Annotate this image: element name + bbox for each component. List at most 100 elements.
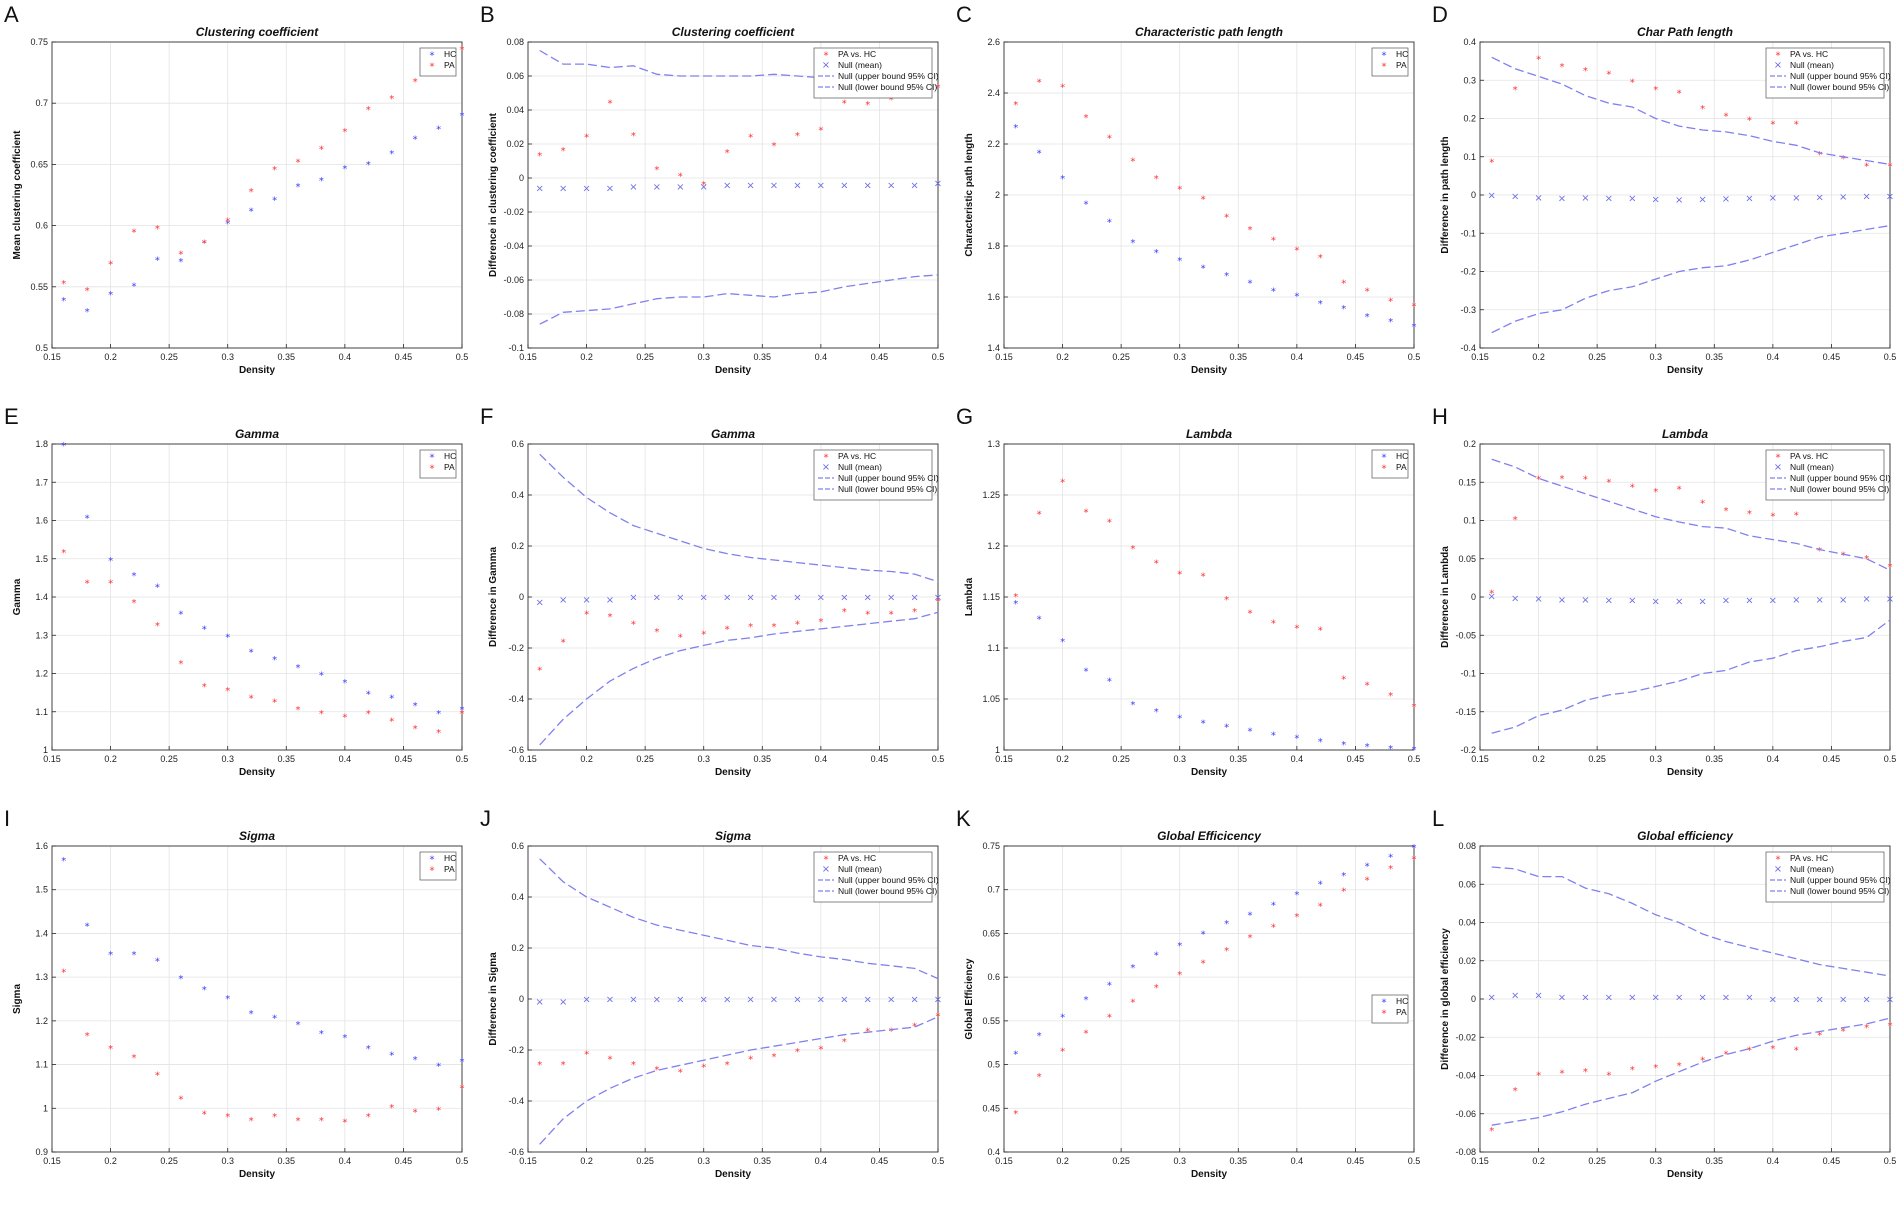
y-tick-label: 0.4 <box>511 892 524 902</box>
data-point-pa: * <box>1747 1046 1752 1057</box>
data-point-nullmean: × <box>1534 193 1542 204</box>
data-point-hc: * <box>1107 980 1112 991</box>
data-point-pa: * <box>1630 77 1635 88</box>
x-tick-label: 0.25 <box>160 1156 178 1166</box>
data-point-nullmean: × <box>536 598 544 609</box>
y-tick-label: -0.2 <box>1460 745 1476 755</box>
panel-letter: D <box>1432 2 1448 27</box>
data-point-pa: * <box>748 1055 753 1066</box>
data-point-pa: * <box>178 250 183 261</box>
chart-j: J Sigma 0.15 0.2 0.25 0.3 0.35 0.4 0.45 0.5 -0.6 -0… <box>480 806 944 1180</box>
y-axis-label: Mean clustering coefficient <box>12 130 23 260</box>
data-point-pa: * <box>1130 544 1135 555</box>
legend-entry: Null (lower bound 95% CI) <box>1790 886 1889 896</box>
data-point-pa: * <box>1841 1027 1846 1038</box>
data-point-pa: * <box>1013 592 1018 603</box>
data-point-pa: * <box>1060 82 1065 93</box>
legend-entry: HC <box>1396 996 1408 1006</box>
x-tick-label: 0.45 <box>871 352 889 362</box>
y-tick-label: 0.2 <box>1463 114 1476 124</box>
y-tick-label: 1.2 <box>987 541 1000 551</box>
x-tick-label: 0.15 <box>519 754 537 764</box>
data-point-pa: * <box>108 579 113 590</box>
data-point-pa: * <box>701 1062 706 1073</box>
data-point-nullmean: × <box>1675 993 1683 1004</box>
data-point-pa: * <box>1653 487 1658 498</box>
y-tick-label: -0.02 <box>503 207 524 217</box>
data-point-pa: * <box>1341 675 1346 686</box>
y-tick-label: 0 <box>519 173 524 183</box>
data-point-pa: * <box>202 239 207 250</box>
x-tick-label: 0.35 <box>278 1156 296 1166</box>
data-point-pa: * <box>654 627 659 638</box>
chart-e: E Gamma 0.15 0.2 0.25 0.3 0.35 0.4 0.45 0.5 1 1.1 1.… <box>4 404 468 778</box>
panel-e: E Gamma 0.15 0.2 0.25 0.3 0.35 0.4 0.45 0.5 1 1.1 1.… <box>0 402 475 804</box>
y-tick-label: -0.04 <box>503 241 524 251</box>
data-point-pa: * <box>772 1052 777 1063</box>
y-tick-label: 1 <box>995 745 1000 755</box>
data-point-hc: * <box>132 281 137 292</box>
data-point-hc: * <box>1224 723 1229 734</box>
x-tick-label: 0.2 <box>580 754 593 764</box>
data-point-nullmean: × <box>1792 995 1800 1006</box>
data-point-hc: * <box>1060 637 1065 648</box>
data-point-pa: * <box>748 622 753 633</box>
legend-box <box>813 47 933 99</box>
data-point-nullmean: × <box>1792 193 1800 204</box>
data-point-nullmean: × <box>606 995 614 1006</box>
data-point-pa: * <box>608 99 613 110</box>
data-point-pa: * <box>1365 875 1370 886</box>
y-tick-label: 0 <box>1471 592 1476 602</box>
y-tick-label: 0.06 <box>1458 879 1476 889</box>
y-tick-label: 0.05 <box>1458 554 1476 564</box>
data-point-pa: * <box>1084 1028 1089 1039</box>
x-tick-label: 0.45 <box>871 754 889 764</box>
legend-entry: PA <box>1396 462 1407 472</box>
plot-area <box>1003 845 1415 1153</box>
y-tick-label: 1.3 <box>35 972 48 982</box>
data-point-hc: * <box>1271 901 1276 912</box>
y-tick-label: 1.4 <box>35 928 48 938</box>
data-point-nullmean: × <box>559 595 567 606</box>
data-point-nullmean: × <box>1722 596 1730 607</box>
data-point-pa: * <box>1677 89 1682 100</box>
data-point-pa: * <box>1770 119 1775 130</box>
y-tick-label: 1 <box>43 745 48 755</box>
legend-entry: PA <box>444 864 455 874</box>
data-point-hc: * <box>1248 279 1253 290</box>
legend-marker-nullmean: × <box>1774 60 1782 71</box>
data-point-pa: * <box>1294 912 1299 923</box>
y-tick-label: -0.4 <box>1460 343 1476 353</box>
data-point-nullmean: × <box>910 995 918 1006</box>
x-tick-label: 0.4 <box>1291 352 1304 362</box>
y-tick-label: 0 <box>1471 994 1476 1004</box>
y-tick-label: -0.2 <box>1460 267 1476 277</box>
data-point-hc: * <box>460 1057 465 1068</box>
data-point-hc: * <box>202 985 207 996</box>
data-point-pa: * <box>1201 195 1206 206</box>
data-point-pa: * <box>1700 1055 1705 1066</box>
data-point-hc: * <box>460 705 465 716</box>
data-point-pa: * <box>1107 133 1112 144</box>
x-axis-label: Density <box>1667 365 1704 376</box>
x-tick-label: 0.5 <box>932 754 945 764</box>
data-point-nullmean: × <box>653 182 661 193</box>
legend-entry: PA vs. HC <box>838 451 876 461</box>
y-tick-label: 0.55 <box>30 282 48 292</box>
x-tick-label: 0.5 <box>1884 754 1897 764</box>
chart-b: B Clustering coefficient 0.15 0.2 0.25 0.3 0.3… <box>480 2 944 376</box>
legend-box <box>1371 47 1409 77</box>
data-point-nullmean: × <box>1745 194 1753 205</box>
data-point-pa: * <box>272 1112 277 1123</box>
data-point-pa: * <box>108 259 113 270</box>
data-point-nullmean: × <box>910 180 918 191</box>
x-axis-label: Density <box>1191 1169 1228 1180</box>
data-point-hc: * <box>1341 740 1346 751</box>
data-point-pa: * <box>889 609 894 620</box>
data-point-pa: * <box>561 637 566 648</box>
legend-marker-hc: * <box>430 453 435 464</box>
y-tick-label: -0.1 <box>1460 228 1476 238</box>
y-axis-label: Difference in Gamma <box>488 547 499 647</box>
legend-marker-pa: * <box>1382 464 1387 475</box>
panel-letter: H <box>1432 404 1448 429</box>
